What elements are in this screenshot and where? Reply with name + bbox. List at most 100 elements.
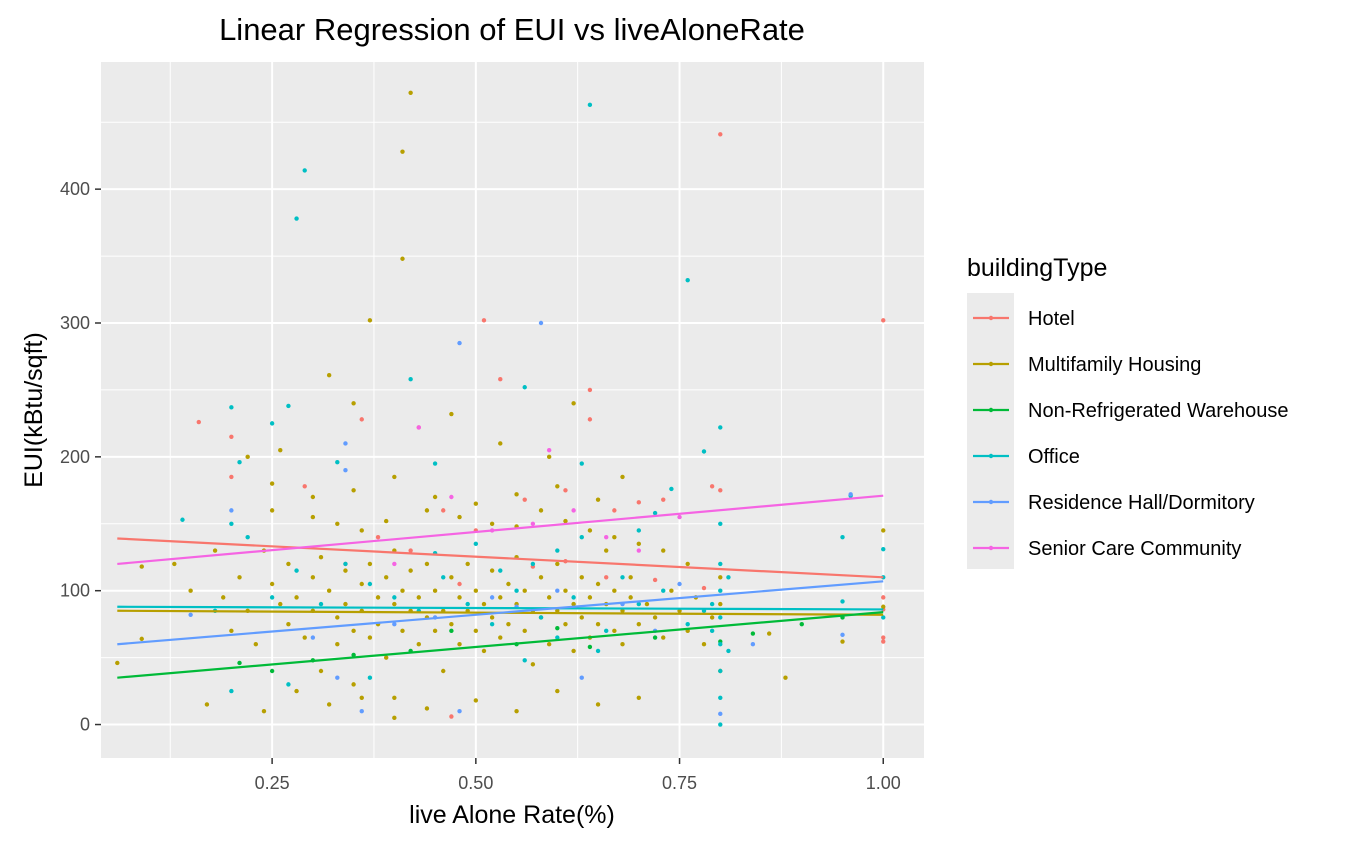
point-multifamily-housing — [563, 588, 568, 593]
point-multifamily-housing — [400, 588, 405, 593]
point-multifamily-housing — [335, 642, 340, 647]
point-multifamily-housing — [351, 401, 356, 406]
plot-background — [101, 62, 924, 758]
point-non-refrigerated-warehouse — [587, 644, 593, 650]
point-multifamily-housing — [416, 595, 421, 600]
point-office — [514, 588, 519, 593]
x-tick-label: 0.50 — [458, 773, 493, 793]
point-multifamily-housing — [709, 615, 715, 620]
point-multifamily-housing — [652, 615, 658, 620]
point-multifamily-housing — [661, 548, 666, 553]
point-office — [522, 385, 527, 390]
point-multifamily-housing — [310, 514, 316, 520]
point-multifamily-housing — [489, 615, 495, 620]
point-multifamily-housing — [449, 621, 454, 627]
point-multifamily-housing — [400, 628, 405, 634]
point-office — [229, 521, 234, 526]
point-multifamily-housing — [783, 675, 788, 680]
point-multifamily-housing — [318, 668, 324, 674]
point-hotel — [709, 484, 715, 489]
point-office — [302, 168, 307, 173]
point-multifamily-housing — [465, 561, 470, 567]
point-multifamily-housing — [620, 642, 625, 647]
point-multifamily-housing — [343, 601, 348, 607]
point-multifamily-housing — [571, 401, 576, 406]
point-multifamily-housing — [449, 411, 454, 417]
point-multifamily-housing — [318, 555, 324, 560]
point-senior-care-community — [449, 494, 454, 500]
point-multifamily-housing — [367, 561, 373, 567]
point-office — [465, 601, 470, 607]
point-multifamily-housing — [636, 695, 642, 700]
point-hotel — [636, 500, 642, 505]
y-tick-label: 300 — [60, 313, 90, 333]
point-office — [294, 568, 299, 573]
point-hotel — [481, 318, 487, 323]
point-multifamily-housing — [310, 575, 316, 580]
point-residence-hall-dormitory — [229, 508, 234, 513]
point-multifamily-housing — [661, 635, 666, 640]
point-multifamily-housing — [278, 601, 283, 607]
point-office — [555, 548, 560, 553]
point-hotel — [604, 575, 609, 580]
point-hotel — [229, 474, 234, 480]
point-multifamily-housing — [392, 601, 397, 607]
point-residence-hall-dormitory — [392, 621, 397, 627]
point-multifamily-housing — [628, 575, 633, 580]
point-hotel — [612, 508, 617, 513]
point-office — [229, 688, 234, 694]
point-non-refrigerated-warehouse — [269, 668, 275, 674]
point-multifamily-housing — [498, 635, 503, 640]
point-office — [571, 595, 576, 600]
point-hotel — [718, 488, 723, 493]
point-multifamily-housing — [571, 648, 576, 654]
point-office — [881, 547, 886, 552]
point-office — [180, 517, 185, 522]
point-multifamily-housing — [457, 595, 462, 600]
point-office — [718, 642, 723, 647]
point-multifamily-housing — [326, 373, 332, 378]
point-multifamily-housing — [400, 256, 405, 261]
grid-minor — [101, 62, 924, 758]
point-multifamily-housing — [392, 474, 397, 480]
x-axis-title: live Alone Rate(%) — [409, 801, 615, 829]
point-multifamily-housing — [579, 615, 584, 620]
point-residence-hall-dormitory — [677, 581, 682, 587]
point-non-refrigerated-warehouse — [449, 628, 454, 634]
legend-items: Hotel Multifamily Housing Non-Refrigerated… — [973, 308, 1289, 560]
point-office — [701, 449, 707, 454]
point-multifamily-housing — [546, 642, 552, 647]
point-office — [441, 575, 446, 580]
legend-label-multifamily-housing: Multifamily Housing — [1028, 354, 1201, 376]
point-office — [718, 615, 723, 620]
point-office — [587, 102, 593, 108]
point-non-refrigerated-warehouse — [237, 660, 242, 666]
point-office — [685, 277, 690, 283]
point-office — [718, 588, 723, 593]
point-multifamily-housing — [335, 615, 340, 620]
legend-label-residence-hall-dormitory: Residence Hall/Dormitory — [1028, 492, 1255, 514]
y-tick-label: 0 — [80, 715, 90, 735]
y-tick-label: 100 — [60, 581, 90, 601]
point-residence-hall-dormitory — [840, 632, 845, 638]
point-hotel — [498, 377, 503, 382]
point-multifamily-housing — [881, 604, 886, 609]
point-hotel — [229, 434, 234, 439]
point-multifamily-housing — [416, 642, 421, 647]
point-multifamily-housing — [701, 642, 707, 647]
point-residence-hall-dormitory — [457, 708, 462, 714]
regression-line-residence-hall-dormitory — [117, 580, 884, 646]
point-multifamily-housing — [441, 668, 446, 674]
point-residence-hall-dormitory — [335, 675, 340, 680]
legend-key-background — [967, 293, 1014, 569]
point-multifamily-housing — [514, 492, 519, 497]
point-residence-hall-dormitory — [579, 675, 584, 680]
point-office — [718, 425, 723, 430]
point-office — [286, 403, 291, 409]
point-multifamily-housing — [424, 706, 430, 711]
point-office — [636, 601, 642, 607]
point-multifamily-housing — [587, 528, 593, 533]
point-multifamily-housing — [449, 575, 454, 580]
point-office — [286, 682, 291, 687]
point-office — [555, 635, 560, 640]
